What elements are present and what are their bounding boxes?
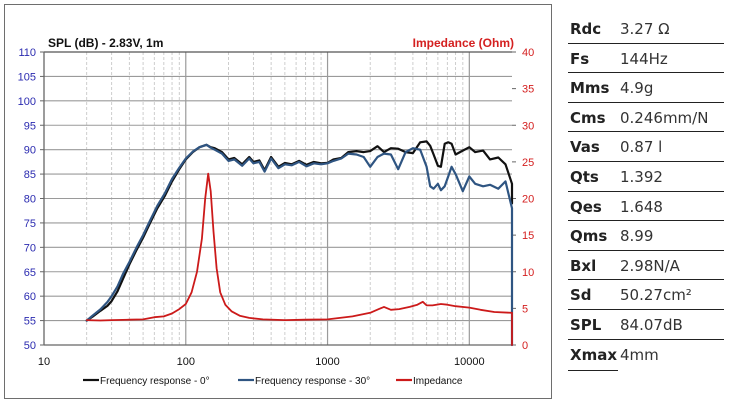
grid-layer — [44, 51, 512, 346]
left-tick-label: 100 — [18, 96, 36, 108]
spec-row-rdc: Rdc 3.27 Ω — [568, 14, 724, 44]
left-tick-label: 70 — [24, 242, 36, 254]
spec-value: 0.246mm/N — [620, 108, 709, 127]
right-tick-label: 40 — [522, 47, 534, 59]
right-tick-label: 15 — [522, 230, 534, 242]
left-tick-label: 50 — [24, 340, 36, 352]
right-tick-label: 10 — [522, 267, 534, 279]
spec-table: Rdc 3.27 Ω Fs 144Hz Mms 4.9g Cms 0.246mm/N Vas 0.… — [568, 14, 724, 372]
right-tick-label: 35 — [522, 84, 534, 96]
spec-label: Mms — [570, 79, 610, 98]
spec-label: Bxl — [570, 256, 597, 275]
legend-label: Frequency response - 0° — [100, 376, 210, 387]
spec-value: 1.648 — [620, 197, 663, 216]
spec-label: Vas — [570, 138, 600, 157]
x-tick-label: 1000 — [315, 356, 339, 368]
spec-value: 3.27 Ω — [620, 20, 670, 38]
right-tick-label: 0 — [522, 340, 528, 352]
x-tick-label: 10000 — [454, 356, 485, 368]
left-tick-label: 80 — [24, 194, 36, 206]
spec-row-qms: Qms 8.99 — [568, 221, 724, 251]
spec-row-qes: Qes 1.648 — [568, 192, 724, 222]
right-tick-label: 25 — [522, 157, 534, 169]
axis-layer: 50 55 60 65 70 75 80 85 90 95 100 105 110 0 5 10 15 20 25 3… — [18, 47, 535, 368]
left-tick-label: 65 — [24, 267, 36, 279]
spec-row-cms: Cms 0.246mm/N — [568, 103, 724, 133]
series-line-fr-30deg — [85, 143, 514, 347]
x-tick-label: 100 — [177, 356, 195, 368]
spec-value: 2.98N/A — [620, 256, 680, 275]
spec-row-qts: Qts 1.392 — [568, 162, 724, 192]
spec-value: 0.87 l — [620, 138, 663, 157]
spec-label: Qts — [570, 167, 599, 186]
spec-label: Sd — [570, 286, 592, 305]
legend-label: Impedance — [413, 376, 463, 387]
spec-value: 8.99 — [620, 227, 654, 246]
legend: Frequency response - 0° Frequency respons… — [83, 376, 463, 387]
series-line-impedance — [85, 172, 513, 346]
xmax-underline — [568, 370, 618, 372]
left-tick-label: 60 — [24, 291, 36, 303]
spec-row-mms: Mms 4.9g — [568, 73, 724, 103]
spec-row-fs: Fs 144Hz — [568, 44, 724, 74]
left-tick-label: 95 — [24, 120, 36, 132]
left-tick-label: 85 — [24, 169, 36, 181]
spec-value: 144Hz — [620, 49, 668, 68]
left-tick-label: 75 — [24, 218, 36, 230]
chart-frame — [4, 4, 552, 399]
x-tick-label: 10 — [38, 356, 50, 368]
left-axis-title: SPL (dB) - 2.83V, 1m — [48, 36, 163, 50]
left-tick-label: 90 — [24, 145, 36, 157]
spec-value: 4mm — [620, 345, 659, 364]
spec-value: 50.27cm² — [620, 286, 692, 305]
spec-label: Xmax — [570, 345, 617, 364]
spec-row-sd: Sd 50.27cm² — [568, 280, 724, 310]
frequency-impedance-chart: 50 55 60 65 70 75 80 85 90 95 100 105 110 0 5 10 15 20 25 3… — [18, 36, 535, 387]
spec-label: Fs — [570, 49, 590, 68]
spec-value: 1.392 — [620, 167, 663, 186]
spec-value: 4.9g — [620, 79, 654, 98]
spec-label: Qes — [570, 197, 602, 216]
left-tick-label: 105 — [18, 71, 36, 83]
spec-label: SPL — [570, 315, 602, 334]
spec-row-xmax: Xmax 4mm — [568, 340, 724, 372]
right-tick-label: 20 — [522, 194, 534, 206]
right-tick-label: 5 — [522, 303, 528, 315]
spec-label: Qms — [570, 227, 608, 246]
series-line-fr-0deg — [85, 140, 514, 322]
spec-value: 84.07dB — [620, 315, 683, 334]
right-axis-title: Impedance (Ohm) — [413, 36, 514, 50]
right-tick-label: 30 — [522, 120, 534, 132]
series-layer — [85, 140, 514, 347]
legend-label: Frequency response - 30° — [255, 376, 370, 387]
left-tick-label: 55 — [24, 316, 36, 328]
spec-label: Cms — [570, 108, 606, 127]
left-tick-label: 110 — [18, 47, 36, 59]
spec-label: Rdc — [570, 20, 602, 38]
spec-row-bxl: Bxl 2.98N/A — [568, 251, 724, 281]
spec-row-spl: SPL 84.07dB — [568, 310, 724, 340]
spec-row-vas: Vas 0.87 l — [568, 132, 724, 162]
